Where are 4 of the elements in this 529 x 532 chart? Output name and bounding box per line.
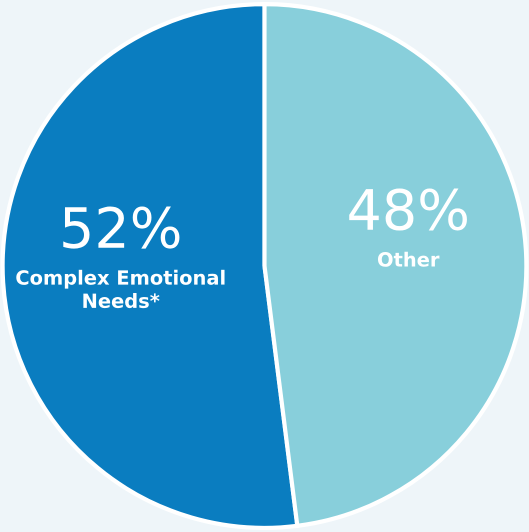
data-label: 52% bbox=[63, 206, 180, 249]
data-label: 48% bbox=[349, 188, 467, 230]
slice-label: Complex Emotional Needs* bbox=[16, 270, 225, 308]
slice-label: Other bbox=[378, 252, 440, 267]
